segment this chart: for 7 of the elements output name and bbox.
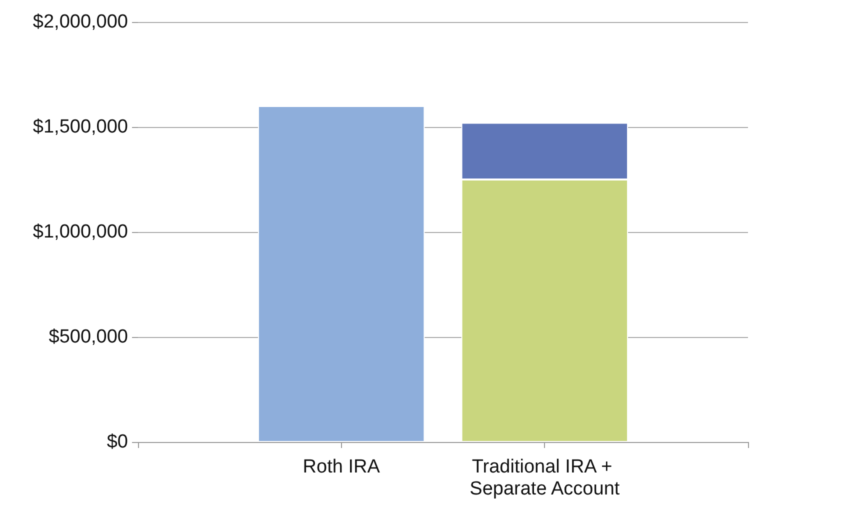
x-tick-label: Roth IRA (302, 456, 380, 478)
y-tick-label: $2,000,000 (32, 12, 128, 32)
y-tick-label: $1,500,000 (32, 116, 128, 138)
y-tick-label: $0 (106, 432, 128, 452)
x-tick-label: Traditional IRA + Separate Account (470, 456, 620, 500)
y-tick-label: $500,000 (48, 326, 128, 348)
y-tick-label: $1,000,000 (32, 222, 128, 242)
